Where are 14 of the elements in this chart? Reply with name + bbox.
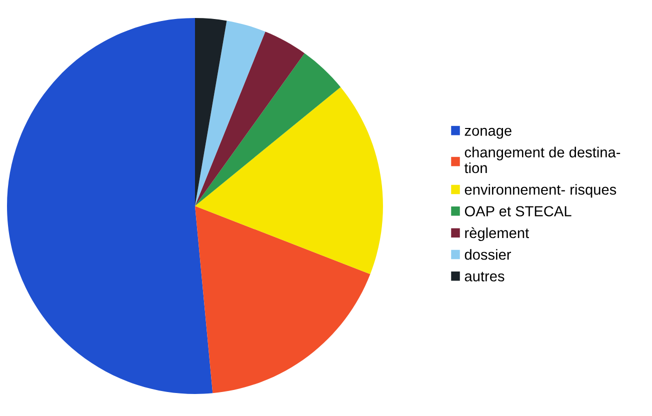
legend-label: autres (464, 272, 504, 282)
pie-slice (195, 87, 383, 274)
legend-label: OAP et STECAL (464, 206, 572, 216)
pie-slice (195, 206, 370, 394)
legend-label: règlement (465, 227, 529, 242)
pie-slice (195, 20, 266, 206)
pie-slice (195, 18, 227, 206)
pie-slice (195, 32, 305, 206)
legend-label: zonage (464, 128, 512, 139)
legend-label: changement de destina- tion (464, 146, 620, 174)
legend-label: environnement- risques (464, 184, 616, 198)
pie-slice (7, 18, 213, 394)
legend-label: dossier (464, 249, 512, 260)
pie-slice (195, 53, 341, 206)
